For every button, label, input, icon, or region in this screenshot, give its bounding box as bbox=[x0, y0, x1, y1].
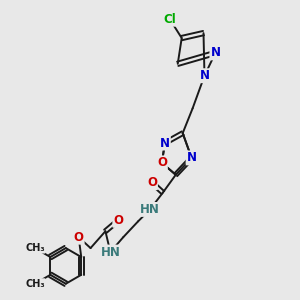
Text: N: N bbox=[210, 46, 220, 59]
Text: HN: HN bbox=[100, 245, 120, 259]
Text: O: O bbox=[113, 214, 123, 227]
Text: N: N bbox=[187, 152, 196, 164]
Text: O: O bbox=[147, 176, 157, 189]
Text: N: N bbox=[160, 136, 170, 150]
Text: N: N bbox=[200, 69, 209, 82]
Text: CH₃: CH₃ bbox=[25, 279, 45, 289]
Text: HN: HN bbox=[140, 203, 160, 216]
Text: O: O bbox=[157, 156, 167, 170]
Text: CH₃: CH₃ bbox=[25, 243, 45, 253]
Text: O: O bbox=[74, 231, 84, 244]
Text: Cl: Cl bbox=[164, 13, 176, 26]
